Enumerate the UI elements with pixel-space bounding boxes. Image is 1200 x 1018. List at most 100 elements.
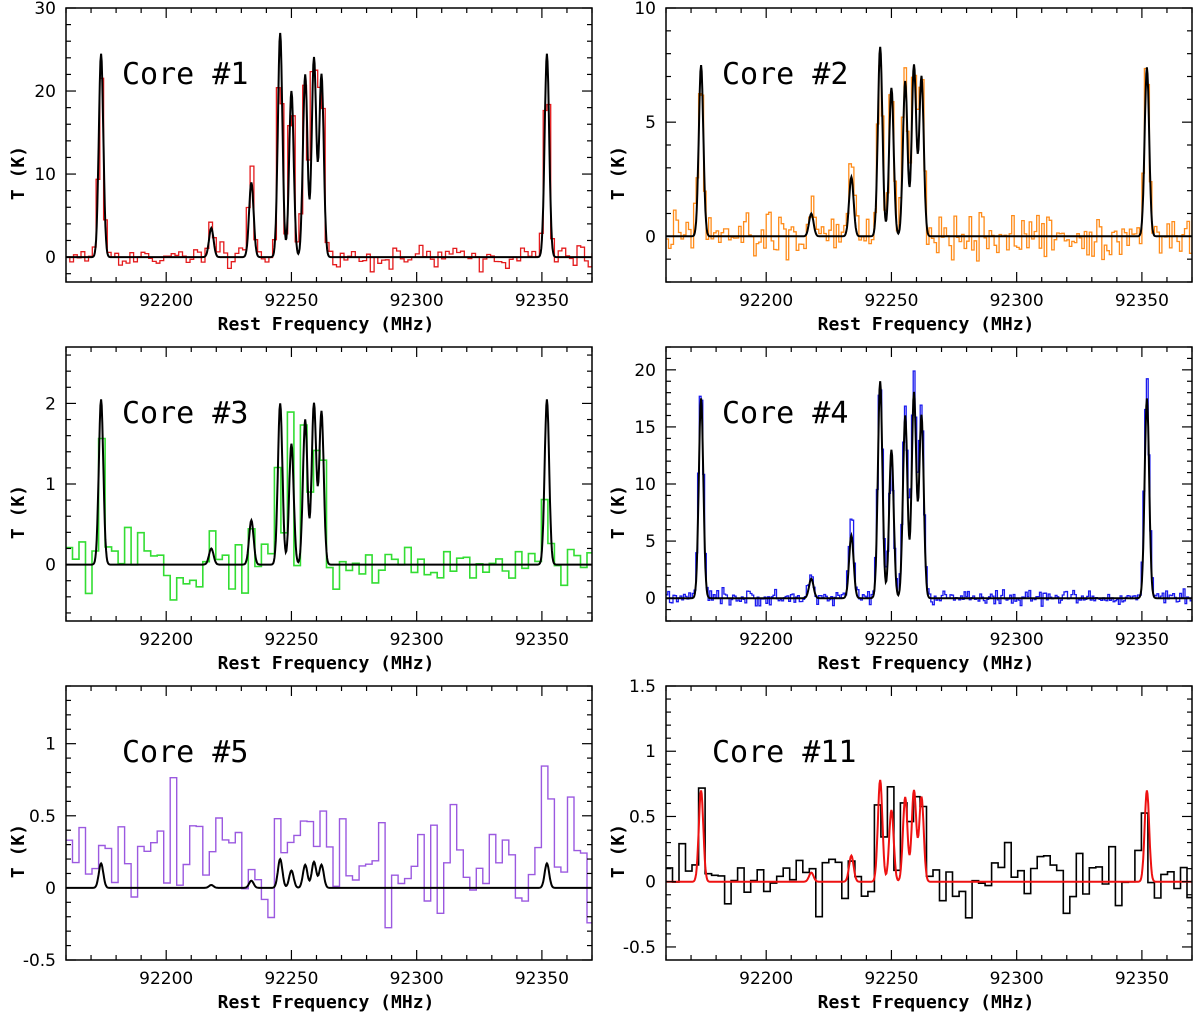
plot-area <box>666 370 1192 607</box>
x-axis-label: Rest Frequency (MHz) <box>218 314 435 335</box>
x-axis: 92200 92250 92300 92350 <box>65 347 593 650</box>
y-tick-label: 20 <box>634 361 656 381</box>
core-4-plot: 92200 92250 92300 92350 0 5 10 15 20 Core #4 Rest … <box>608 346 1193 674</box>
y-tick-label: 0 <box>645 873 656 893</box>
y-tick-label: 1 <box>645 742 656 762</box>
y-tick-label: -0.5 <box>623 938 656 958</box>
x-tick-label: 92300 <box>390 969 444 989</box>
y-tick-label: 30 <box>34 0 56 19</box>
x-axis: 92200 92250 92300 92350 <box>65 686 593 989</box>
x-tick-label: 92250 <box>864 630 918 650</box>
y-tick-label: 0 <box>645 227 656 247</box>
x-tick-label: 92250 <box>864 291 918 311</box>
y-axis-label: T (K) <box>8 824 29 878</box>
panel-core-3: 92200 92250 92300 92350 0 1 2 Core #3 Rest Frequ… <box>0 339 600 678</box>
model-spectrum <box>66 399 592 566</box>
panel-core-4: 92200 92250 92300 92350 0 5 10 15 20 Core #4 Rest … <box>600 339 1200 678</box>
x-tick-label: 92200 <box>139 969 193 989</box>
x-tick-label: 92250 <box>864 969 918 989</box>
panel-title: Core #2 <box>722 57 848 92</box>
y-tick-label: 0.5 <box>29 807 56 827</box>
x-tick-label: 92200 <box>739 630 793 650</box>
axes-frame <box>65 7 593 283</box>
y-tick-label: 5 <box>645 532 656 552</box>
x-axis: 92200 92250 92300 92350 <box>665 8 1193 311</box>
x-tick-label: 92200 <box>139 630 193 650</box>
panel-title: Core #5 <box>122 735 248 770</box>
y-tick-label: 20 <box>34 82 56 102</box>
core-5-plot: 92200 92250 92300 92350 -0.5 0 0.5 1 Core #5 Rest… <box>8 685 593 1013</box>
core-2-plot: 92200 92250 92300 92350 0 5 10 Core #2 Rest Freq… <box>608 0 1193 335</box>
y-tick-label: 2 <box>45 394 56 414</box>
y-axis-label: T (K) <box>608 485 629 539</box>
observed-spectrum <box>66 411 592 601</box>
x-tick-label: 92300 <box>990 291 1044 311</box>
core-3-plot: 92200 92250 92300 92350 0 1 2 Core #3 Rest Frequ… <box>8 346 593 674</box>
y-axis-label: T (K) <box>8 146 29 200</box>
y-tick-label: -0.5 <box>23 951 56 971</box>
y-axis-label: T (K) <box>608 824 629 878</box>
x-axis-label: Rest Frequency (MHz) <box>818 653 1035 674</box>
model-spectrum <box>666 46 1192 238</box>
x-axis-label: Rest Frequency (MHz) <box>818 314 1035 335</box>
x-tick-label: 92300 <box>990 630 1044 650</box>
y-tick-label: 0 <box>45 879 56 899</box>
y-tick-label: 0 <box>45 248 56 268</box>
panel-title: Core #1 <box>122 57 248 92</box>
core-1-plot: 92200 92250 92300 92350 0 10 20 30 Core #1 Rest F… <box>8 0 593 335</box>
axes-frame <box>65 346 593 622</box>
x-tick-label: 92350 <box>515 291 569 311</box>
y-axis: 0 1 2 <box>45 354 592 614</box>
x-tick-label: 92350 <box>1115 630 1169 650</box>
x-axis-label: Rest Frequency (MHz) <box>818 992 1035 1013</box>
x-tick-label: 92250 <box>264 969 318 989</box>
model-spectrum <box>666 779 1192 883</box>
y-axis-label: T (K) <box>8 485 29 539</box>
axes-frame <box>65 685 593 961</box>
x-tick-label: 92350 <box>515 630 569 650</box>
x-axis: 92200 92250 92300 92350 <box>665 686 1193 989</box>
x-axis-label: Rest Frequency (MHz) <box>218 992 435 1013</box>
x-tick-label: 92300 <box>990 969 1044 989</box>
plot-area <box>666 779 1192 919</box>
y-tick-label: 1 <box>45 475 56 495</box>
panel-title: Core #11 <box>712 735 857 770</box>
x-tick-label: 92300 <box>390 630 444 650</box>
panel-core-1: 92200 92250 92300 92350 0 10 20 30 Core #1 Rest F… <box>0 0 600 339</box>
y-tick-label: 15 <box>634 418 656 438</box>
panel-core-2: 92200 92250 92300 92350 0 5 10 Core #2 Rest Freq… <box>600 0 1200 339</box>
x-tick-label: 92200 <box>739 291 793 311</box>
x-tick-label: 92300 <box>390 291 444 311</box>
x-tick-label: 92250 <box>264 630 318 650</box>
axes-frame <box>665 346 1193 622</box>
y-tick-label: 10 <box>634 475 656 495</box>
observed-spectrum <box>66 765 592 929</box>
y-tick-label: 5 <box>645 113 656 133</box>
y-tick-label: 0 <box>45 556 56 576</box>
panel-core-11: 92200 92250 92300 92350 -0.5 0 0.5 1 1.5 Core #11… <box>600 678 1200 1017</box>
y-tick-label: 10 <box>34 165 56 185</box>
y-tick-label: 0.5 <box>629 807 656 827</box>
x-axis: 92200 92250 92300 92350 <box>65 8 593 311</box>
observed-spectrum <box>66 69 592 273</box>
core-11-plot: 92200 92250 92300 92350 -0.5 0 0.5 1 1.5 Core #11… <box>608 678 1193 1013</box>
x-tick-label: 92200 <box>739 969 793 989</box>
plot-area <box>66 32 592 273</box>
plot-area <box>666 46 1192 262</box>
y-axis: 0 5 10 15 20 <box>634 346 1192 622</box>
panel-core-5: 92200 92250 92300 92350 -0.5 0 0.5 1 Core #5 Rest… <box>0 678 600 1017</box>
y-tick-label: 0 <box>645 589 656 609</box>
y-axis: 0 5 10 <box>634 0 1192 283</box>
y-tick-label: 10 <box>634 0 656 19</box>
y-axis: 0 10 20 30 <box>34 0 592 275</box>
x-tick-label: 92350 <box>515 969 569 989</box>
observed-spectrum <box>666 65 1192 262</box>
axes-frame <box>665 685 1193 961</box>
x-tick-label: 92350 <box>1115 291 1169 311</box>
plot-area <box>66 399 592 601</box>
x-axis-label: Rest Frequency (MHz) <box>218 653 435 674</box>
y-axis: -0.5 0 0.5 1 <box>23 685 592 971</box>
x-tick-label: 92250 <box>264 291 318 311</box>
y-axis-label: T (K) <box>608 146 629 200</box>
